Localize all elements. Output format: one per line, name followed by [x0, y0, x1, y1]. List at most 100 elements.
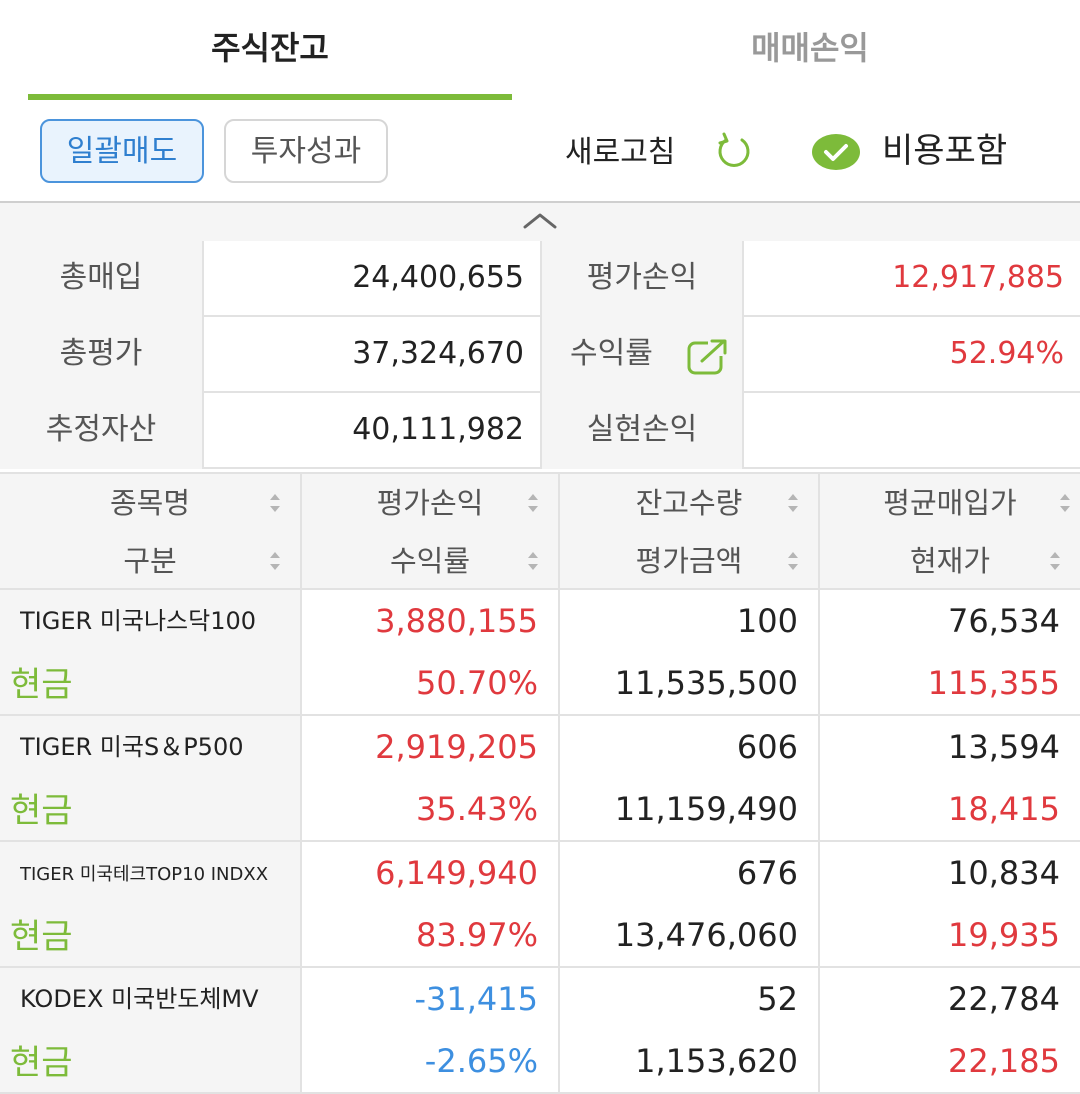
eval-amount: 11,535,500 — [614, 664, 798, 702]
eval-amount: 11,159,490 — [614, 790, 798, 828]
sort-by-quantity-header[interactable]: 잔고수량 — [560, 474, 818, 532]
return-rate: 83.97% — [415, 916, 538, 954]
current-price: 22,185 — [948, 1042, 1060, 1080]
eval-amount: 13,476,060 — [614, 916, 798, 954]
table-row[interactable]: TIGER 미국나스닥100 현금 3,880,155 50.70% 100 1… — [0, 590, 1080, 716]
toolbar: 일괄매도 투자성과 새로고침 — [0, 101, 1080, 201]
sort-by-type-header[interactable]: 구분 — [0, 532, 300, 590]
table-row[interactable]: TIGER 미국S＆P500 현금 2,919,205 35.43% 606 1… — [0, 716, 1080, 842]
sort-icon — [788, 494, 798, 512]
profit-cell: 6,149,940 83.97% — [300, 842, 558, 966]
current-price: 115,355 — [927, 664, 1060, 702]
price-cell: 22,784 22,185 — [818, 968, 1080, 1092]
header-label: 수익률 — [389, 544, 471, 578]
account-type: 현금 — [10, 665, 73, 705]
tab-bar: 주식잔고 매매손익 — [0, 0, 1080, 101]
avg-price: 76,534 — [948, 602, 1060, 640]
eval-amount: 1,153,620 — [635, 1042, 798, 1080]
price-cell: 10,834 19,935 — [818, 842, 1080, 966]
summary-grid: 총매입 24,400,655 평가손익 12,917,885 총평가 37,32… — [0, 241, 1080, 469]
header-column: 종목명 구분 — [0, 474, 300, 590]
include-fee-checkbox[interactable] — [812, 132, 860, 172]
profit-cell: -31,415 -2.65% — [300, 968, 558, 1092]
sort-by-eval-profit-header[interactable]: 평가손익 — [302, 474, 558, 532]
total-purchase-value: 24,400,655 — [202, 241, 540, 317]
quantity: 676 — [736, 854, 798, 892]
header-column: 평가손익 수익률 — [300, 474, 558, 590]
current-price: 18,415 — [948, 790, 1060, 828]
stock-name: KODEX 미국반도체MV — [20, 985, 259, 1013]
realized-profit-value — [742, 393, 1080, 469]
name-cell: TIGER 미국테크TOP10 INDXX 현금 — [0, 842, 300, 966]
quantity-cell: 52 1,153,620 — [558, 968, 818, 1092]
account-type: 현금 — [10, 1043, 73, 1083]
header-label: 평가금액 — [635, 544, 743, 578]
sort-icon — [788, 552, 798, 570]
sort-icon — [270, 552, 280, 570]
return-rate-label[interactable]: 수익률 — [540, 317, 742, 393]
tab-stock-balance[interactable]: 주식잔고 — [211, 29, 329, 67]
estimated-assets-label: 추정자산 — [0, 393, 202, 469]
holdings-table-header: 종목명 구분 평가손익 수익률 잔고수량 평가금액 평균매입가 현재가 — [0, 472, 1080, 590]
return-rate-value: 52.94% — [742, 317, 1080, 393]
eval-profit: 6,149,940 — [375, 854, 538, 892]
table-row[interactable]: KODEX 미국반도체MV 현금 -31,415 -2.65% 52 1,153… — [0, 968, 1080, 1094]
account-type: 현금 — [10, 791, 73, 831]
quantity-cell: 100 11,535,500 — [558, 590, 818, 714]
price-cell: 76,534 115,355 — [818, 590, 1080, 714]
account-type: 현금 — [10, 917, 73, 957]
summary-row: 추정자산 40,111,982 실현손익 — [0, 393, 1080, 469]
eval-profit: -31,415 — [414, 980, 538, 1018]
header-label: 평가손익 — [376, 486, 484, 520]
name-cell: TIGER 미국S＆P500 현금 — [0, 716, 300, 840]
eval-profit: 3,880,155 — [375, 602, 538, 640]
tab-trade-profit[interactable]: 매매손익 — [751, 29, 869, 67]
sort-icon — [528, 494, 538, 512]
header-column: 잔고수량 평가금액 — [558, 474, 818, 590]
stock-name: TIGER 미국S＆P500 — [20, 733, 244, 761]
profit-cell: 2,919,205 35.43% — [300, 716, 558, 840]
stock-name: TIGER 미국테크TOP10 INDXX — [20, 864, 269, 885]
current-price: 19,935 — [948, 916, 1060, 954]
profit-cell: 3,880,155 50.70% — [300, 590, 558, 714]
chevron-up-icon — [523, 213, 557, 229]
eval-profit: 2,919,205 — [375, 728, 538, 766]
header-label: 구분 — [123, 544, 177, 578]
external-link-icon[interactable] — [686, 337, 730, 377]
quantity: 100 — [736, 602, 798, 640]
sort-icon — [1050, 552, 1060, 570]
eval-profit-label: 평가손익 — [540, 241, 742, 317]
include-fee-label[interactable]: 비용포함 — [882, 131, 1008, 171]
header-label: 평균매입가 — [883, 486, 1017, 520]
sort-by-current-price-header[interactable]: 현재가 — [820, 532, 1080, 590]
price-cell: 13,594 18,415 — [818, 716, 1080, 840]
refresh-button[interactable]: 새로고침 — [565, 135, 676, 170]
sort-by-name-header[interactable]: 종목명 — [0, 474, 300, 532]
name-cell: TIGER 미국나스닥100 현금 — [0, 590, 300, 714]
summary-collapse-toggle[interactable] — [0, 201, 1080, 241]
refresh-icon[interactable] — [712, 130, 756, 174]
active-tab-indicator — [28, 94, 512, 100]
table-row[interactable]: TIGER 미국테크TOP10 INDXX 현금 6,149,940 83.97… — [0, 842, 1080, 968]
bulk-sell-button[interactable]: 일괄매도 — [40, 119, 204, 183]
return-rate-text: 수익률 — [570, 336, 653, 371]
quantity-cell: 676 13,476,060 — [558, 842, 818, 966]
eval-profit-value: 12,917,885 — [742, 241, 1080, 317]
avg-price: 22,784 — [948, 980, 1060, 1018]
return-rate: 50.70% — [415, 664, 538, 702]
quantity: 52 — [757, 980, 798, 1018]
sort-by-avg-price-header[interactable]: 평균매입가 — [820, 474, 1080, 532]
sort-icon — [1060, 494, 1070, 512]
quantity-cell: 606 11,159,490 — [558, 716, 818, 840]
return-rate: -2.65% — [424, 1042, 538, 1080]
avg-price: 10,834 — [948, 854, 1060, 892]
stock-name: TIGER 미국나스닥100 — [20, 607, 257, 635]
sort-by-return-header[interactable]: 수익률 — [302, 532, 558, 590]
sort-icon — [270, 494, 280, 512]
header-column: 평균매입가 현재가 — [818, 474, 1080, 590]
quantity: 606 — [736, 728, 798, 766]
holdings-list: TIGER 미국나스닥100 현금 3,880,155 50.70% 100 1… — [0, 590, 1080, 1094]
total-purchase-label: 총매입 — [0, 241, 202, 317]
sort-by-eval-amount-header[interactable]: 평가금액 — [560, 532, 818, 590]
investment-performance-button[interactable]: 투자성과 — [224, 119, 388, 183]
